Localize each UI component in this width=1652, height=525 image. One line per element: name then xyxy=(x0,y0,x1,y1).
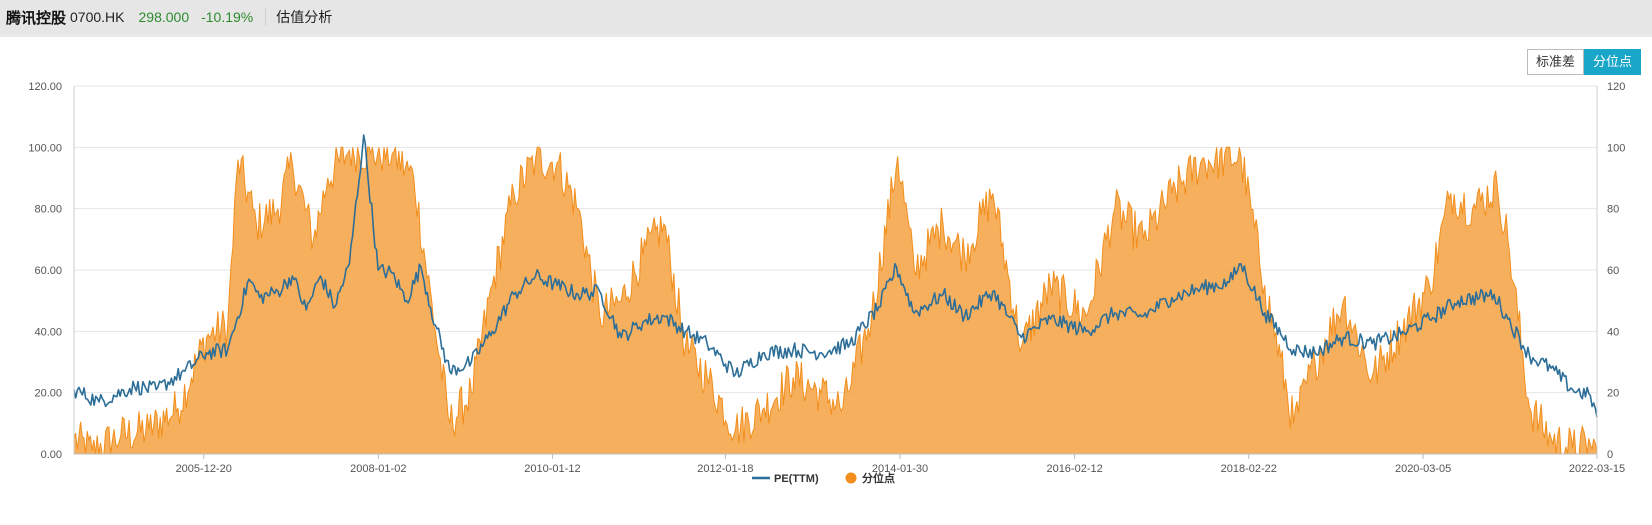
stock-name: 腾讯控股 xyxy=(6,9,67,27)
stock-change: -10.19% xyxy=(201,9,254,25)
std-dev-button[interactable]: 标准差 xyxy=(1526,49,1584,75)
pe-ttm-line xyxy=(73,134,1598,418)
x-tick-label: 2020-03-05 xyxy=(1395,463,1451,475)
legend-pct-swatch xyxy=(845,472,857,484)
percentile-button[interactable]: 分位点 xyxy=(1583,49,1641,75)
percentile-area-layer xyxy=(73,146,1598,455)
header-divider xyxy=(265,8,267,26)
stock-code: 0700.HK xyxy=(70,9,125,25)
y-left-tick-label: 0.00 xyxy=(41,449,62,461)
chart-panel: 0.00 20.00 40.00 60.00 80.00 100.00 120.00 0 20 4… xyxy=(0,37,1652,525)
header-bar: 腾讯控股 0700.HK 298.000 -10.19% 估值分析 xyxy=(0,0,1652,34)
section-title: 估值分析 xyxy=(276,9,333,25)
x-tick-label: 2005-12-20 xyxy=(176,463,232,475)
legend: PE(TTM) 分位点 xyxy=(752,471,895,485)
y-right-tick-label: 0 xyxy=(1607,449,1613,461)
y-right-tick-label: 60 xyxy=(1607,265,1619,277)
y-left-tick-label: 60.00 xyxy=(34,265,62,277)
y-right-tick-label: 20 xyxy=(1607,388,1619,400)
y-left-tick-label: 80.00 xyxy=(34,204,62,216)
y-right-tick-label: 100 xyxy=(1607,142,1625,154)
y-left-tick-label: 40.00 xyxy=(34,326,62,338)
stock-price: 298.000 xyxy=(138,9,190,25)
x-tick-label: 2014-01-30 xyxy=(872,463,928,475)
x-tick-label: 2008-01-02 xyxy=(350,463,406,475)
y-left-tick-label: 20.00 xyxy=(34,388,62,400)
axes: 0.00 20.00 40.00 60.00 80.00 100.00 120.00 0 20 4… xyxy=(28,81,1625,475)
x-tick-label: 2012-01-18 xyxy=(697,463,753,475)
y-right-tick-label: 120 xyxy=(1607,81,1625,93)
y-left-tick-label: 120.00 xyxy=(28,81,62,93)
x-tick-label: 2016-02-12 xyxy=(1046,463,1102,475)
y-right-tick-label: 80 xyxy=(1607,204,1619,216)
y-right-tick-label: 40 xyxy=(1607,326,1619,338)
percentile-area xyxy=(73,146,1598,455)
y-left-tick-label: 100.00 xyxy=(28,142,62,154)
x-tick-label: 2022-03-15 xyxy=(1569,463,1625,475)
mode-toggle: 标准差 分位点 xyxy=(1526,49,1641,75)
pe-line-layer xyxy=(73,134,1598,418)
legend-pct-label[interactable]: 分位点 xyxy=(862,471,895,485)
x-tick-label: 2010-01-12 xyxy=(524,463,580,475)
legend-pe-label[interactable]: PE(TTM) xyxy=(774,473,819,485)
x-tick-label: 2018-02-22 xyxy=(1221,463,1277,475)
valuation-chart: 0.00 20.00 40.00 60.00 80.00 100.00 120.00 0 20 4… xyxy=(28,81,1625,485)
